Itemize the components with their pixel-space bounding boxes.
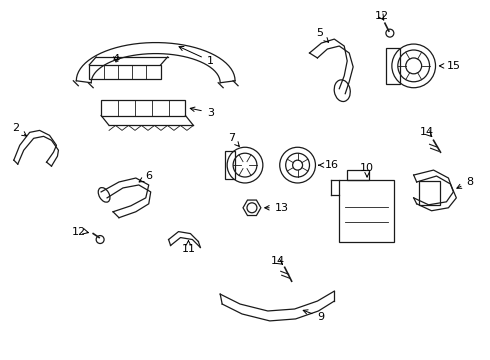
Bar <box>101 100 185 116</box>
Text: 12: 12 <box>375 11 389 21</box>
Bar <box>89 65 161 79</box>
Text: 16: 16 <box>318 160 339 170</box>
Bar <box>386 48 400 84</box>
Text: 3: 3 <box>190 107 214 117</box>
Text: 8: 8 <box>457 177 473 188</box>
Bar <box>225 151 235 179</box>
Text: 1: 1 <box>179 46 214 66</box>
Text: 10: 10 <box>360 163 374 177</box>
Text: 15: 15 <box>440 61 461 71</box>
Bar <box>418 181 441 205</box>
Text: 12: 12 <box>72 226 86 237</box>
Bar <box>339 180 394 242</box>
Bar <box>347 170 369 180</box>
Text: 14: 14 <box>270 256 285 266</box>
Text: 13: 13 <box>265 203 289 213</box>
Text: 5: 5 <box>316 28 329 42</box>
Text: 4: 4 <box>112 54 120 64</box>
Text: 6: 6 <box>139 171 152 182</box>
Text: 7: 7 <box>228 133 239 147</box>
Text: 9: 9 <box>303 310 324 322</box>
Text: 11: 11 <box>181 240 196 255</box>
Text: 14: 14 <box>419 127 434 138</box>
Text: 2: 2 <box>12 123 26 136</box>
